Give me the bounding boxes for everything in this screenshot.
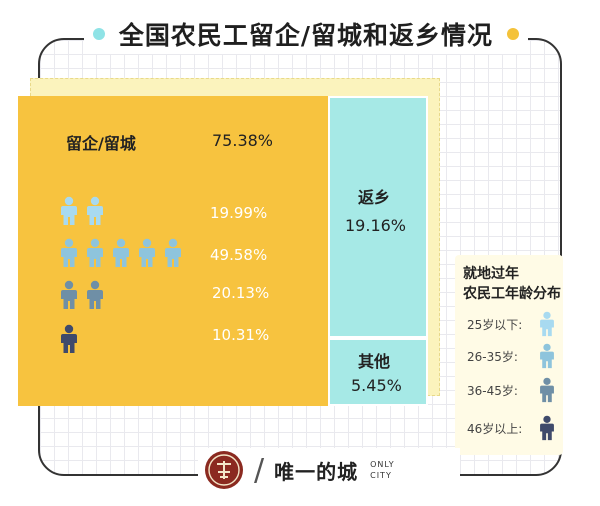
age-value-46-above: 10.31% <box>212 326 270 344</box>
legend-item-label: 36-45岁: <box>467 384 518 398</box>
chart-title: 全国农民工留企/留城和返乡情况 <box>118 21 494 50</box>
legend-item-36-45: 36-45岁: <box>467 377 563 403</box>
person-icon <box>540 377 554 403</box>
age-value-25-below: 19.99% <box>210 204 268 222</box>
person-icon <box>540 415 554 441</box>
block-other-label: 其他 <box>358 352 391 371</box>
person-icon-25-below <box>61 196 77 225</box>
person-icon-26-35 <box>139 238 155 267</box>
legend-item-26-35: 26-35岁: <box>467 343 563 369</box>
person-icon-25-below <box>87 196 103 225</box>
legend-item-25-below: 25岁以下: <box>467 311 563 337</box>
legend-item-46-above: 46岁以上: <box>467 415 563 441</box>
person-icon <box>540 311 554 337</box>
person-icon-26-35 <box>61 238 77 267</box>
legend-item-label: 46岁以上: <box>467 422 523 436</box>
brand-name: 唯一的城 <box>274 459 359 484</box>
block-other <box>328 338 428 406</box>
age-value-26-35: 49.58% <box>210 246 268 264</box>
person-icon <box>540 343 554 369</box>
footer-brand: / 唯一的城 ONLY CITY <box>198 448 460 492</box>
footer-slash: / <box>254 452 265 488</box>
person-icon-46-above <box>61 324 77 353</box>
brand-en-line1: ONLY <box>370 460 395 469</box>
age-legend: 就地过年 农民工年龄分布 25岁以下: 26-35岁: 36-45岁: 46岁以… <box>455 255 563 455</box>
cyan-dot-icon <box>92 28 105 40</box>
legend-item-label: 26-35岁: <box>467 350 518 364</box>
yellow-dot-icon <box>507 28 520 40</box>
block-return <box>328 96 428 338</box>
person-icon-26-35 <box>113 238 129 267</box>
legend-title-line1: 就地过年 <box>463 266 519 282</box>
person-icon-26-35 <box>165 238 181 267</box>
legend-item-label: 25岁以下: <box>467 318 523 332</box>
block-stay-label: 留企/留城 <box>66 134 136 153</box>
block-return-value: 19.16% <box>345 216 407 235</box>
person-icon-26-35 <box>87 238 103 267</box>
person-icon-36-45 <box>61 280 77 309</box>
block-other-value: 5.45% <box>351 376 402 395</box>
legend-title-line2: 农民工年龄分布 <box>463 286 561 302</box>
seal-logo-icon <box>205 451 243 489</box>
age-value-36-45: 20.13% <box>212 284 270 302</box>
block-return-label: 返乡 <box>358 188 391 207</box>
brand-name-en: ONLY CITY <box>370 459 395 481</box>
title-bar: 全国农民工留企/留城和返乡情况 <box>84 14 528 54</box>
brand-en-line2: CITY <box>370 471 392 480</box>
block-stay-value: 75.38% <box>212 131 274 150</box>
person-icon-36-45 <box>87 280 103 309</box>
